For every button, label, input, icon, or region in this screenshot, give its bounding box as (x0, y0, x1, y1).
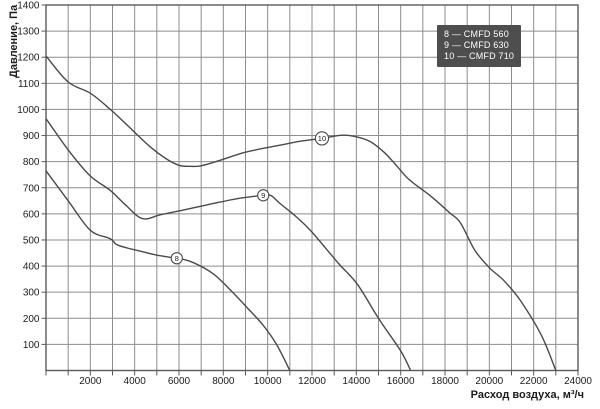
y-tick-label: 1300 (17, 27, 40, 38)
x-tick-label: 6000 (168, 376, 191, 387)
x-tick-label: 4000 (124, 376, 147, 387)
x-tick-label: 2000 (79, 376, 102, 387)
x-tick-label: 10000 (254, 376, 282, 387)
y-tick-label: 700 (23, 183, 40, 194)
curve-cmfd-630 (45, 118, 412, 371)
y-tick-label: 1100 (18, 79, 40, 90)
curve-marker-circle (170, 252, 183, 265)
y-tick-label: 500 (23, 235, 40, 246)
y-axis-title: Давление, Па (8, 4, 20, 78)
y-tick-label: 800 (23, 157, 40, 168)
y-tick-label: 200 (23, 314, 40, 325)
y-tick-label: 100 (23, 340, 40, 351)
y-tick-label: 300 (23, 288, 40, 299)
legend-item: 9 — CMFD 630 (444, 40, 509, 50)
curve-marker-label: 9 (261, 191, 265, 200)
x-tick-label: 8000 (212, 376, 235, 387)
x-axis-title: Расход воздуха, м³/ч (470, 389, 584, 401)
plot-frame (45, 4, 579, 372)
legend-item: 8 — CMFD 560 (444, 29, 509, 39)
chart-legend: 8 — CMFD 560 9 — CMFD 630 10 — CMFD 710 (437, 25, 522, 67)
y-tick-label: 900 (23, 131, 40, 142)
y-tick-label: 400 (23, 262, 40, 273)
curve-marker-label: 10 (318, 134, 326, 143)
x-tick-label: 22000 (520, 376, 548, 387)
x-tick-label: 14000 (342, 376, 370, 387)
x-tick-label: 18000 (431, 376, 459, 387)
y-tick-label: 1400 (17, 1, 40, 12)
x-tick-label: 12000 (298, 376, 326, 387)
curve-marker-circle (314, 131, 330, 146)
y-tick-label: 600 (23, 209, 40, 220)
curve-cmfd-560 (45, 170, 291, 371)
legend-item: 10 — CMFD 710 (444, 51, 515, 61)
curve-cmfd-710 (45, 55, 557, 371)
y-tick-label: 1000 (17, 105, 40, 116)
x-tick-label: 20000 (475, 376, 503, 387)
curve-marker-label: 8 (175, 254, 179, 263)
x-tick-label: 24000 (564, 376, 592, 387)
y-tick-label: 1200 (17, 53, 40, 64)
curve-marker-circle (257, 189, 270, 202)
x-tick-label: 16000 (387, 376, 415, 387)
